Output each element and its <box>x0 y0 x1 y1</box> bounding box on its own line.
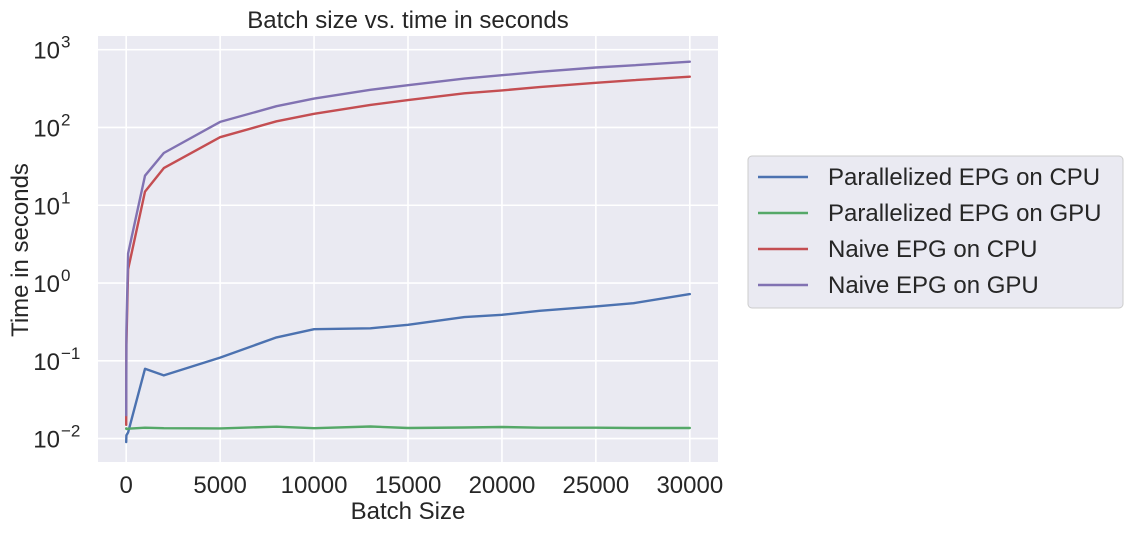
x-tick-label: 10000 <box>281 472 348 499</box>
x-tick-label: 15000 <box>375 472 442 499</box>
x-tick-label: 5000 <box>193 472 246 499</box>
y-tick-label: 10 <box>33 271 60 298</box>
y-tick-label: 10 <box>33 115 60 142</box>
legend-box <box>747 155 1124 309</box>
x-tick-label: 30000 <box>656 472 723 499</box>
y-tick-exponent: −2 <box>61 422 80 441</box>
series-line-3 <box>124 75 691 427</box>
legend-label: Parallelized EPG on GPU <box>828 200 1101 227</box>
y-tick-label: 10 <box>33 427 60 454</box>
series-line-2 <box>124 425 691 431</box>
y-tick-label: 10 <box>33 349 60 376</box>
y-tick-exponent: −1 <box>61 344 80 363</box>
legend-label: Parallelized EPG on CPU <box>828 164 1100 191</box>
y-tick-exponent: 2 <box>61 110 70 129</box>
y-tick-label: 10 <box>33 38 60 65</box>
y-tick-exponent: 3 <box>61 33 70 52</box>
x-axis-label: Batch Size <box>351 498 466 525</box>
y-tick-exponent: 0 <box>61 266 70 285</box>
series-lines <box>124 60 691 444</box>
series-line-4 <box>124 60 691 417</box>
y-axis-label: Time in seconds <box>7 163 34 337</box>
legend-label: Naive EPG on GPU <box>828 272 1039 299</box>
x-tick-label: 25000 <box>563 472 630 499</box>
legend: Parallelized EPG on CPU Parallelized EPG … <box>747 155 1124 309</box>
y-tick-label: 10 <box>33 193 60 220</box>
series-line-1 <box>124 292 691 444</box>
x-tick-label: 20000 <box>469 472 536 499</box>
y-tick-exponent: 1 <box>61 188 70 207</box>
x-tick-label: 0 <box>120 472 133 499</box>
legend-label: Naive EPG on CPU <box>828 236 1037 263</box>
x-tick-labels: 0 5000 10000 15000 20000 25000 30000 <box>120 472 724 499</box>
chart-title: Batch size vs. time in seconds <box>247 7 568 34</box>
gridlines <box>98 36 718 462</box>
